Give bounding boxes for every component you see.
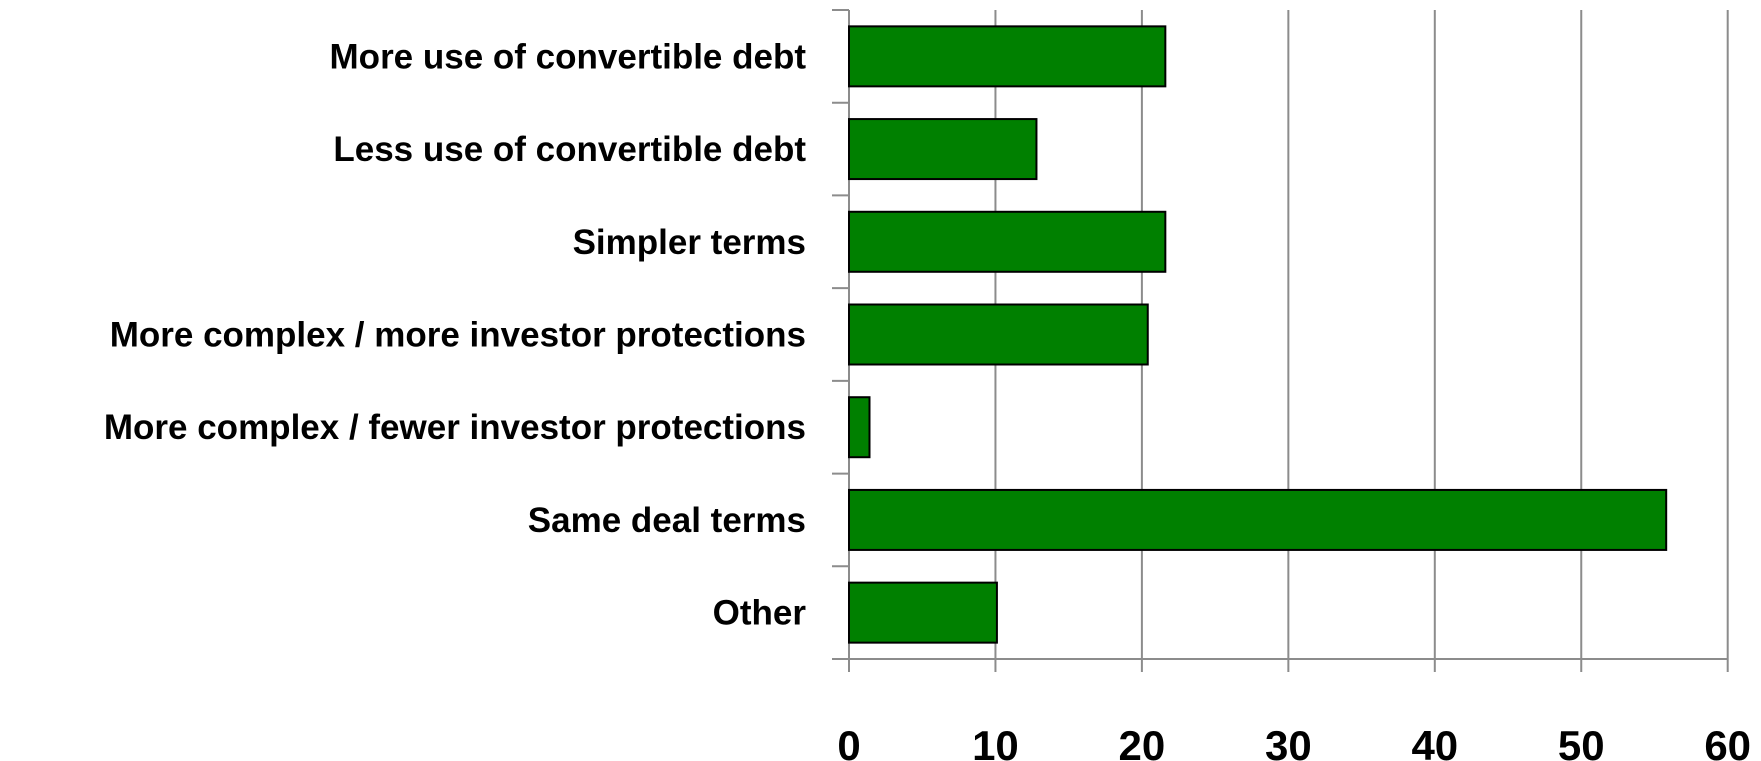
- x-tick-label: 50: [1558, 722, 1605, 761]
- x-tick-label: 10: [972, 722, 1019, 761]
- bar: [848, 581, 998, 644]
- category-label: More complex / more investor protections: [110, 316, 806, 355]
- bar: [848, 25, 1167, 88]
- category-label: Same deal terms: [528, 501, 806, 540]
- category-labels: More use of convertible debt Less use of …: [104, 37, 806, 632]
- bar: [848, 303, 1149, 366]
- category-label: Other: [713, 594, 807, 633]
- x-tick-label: 60: [1704, 722, 1751, 761]
- category-label: More use of convertible debt: [330, 37, 807, 76]
- category-label: Simpler terms: [573, 223, 806, 262]
- bar: [848, 118, 1038, 181]
- bar: [848, 488, 1668, 551]
- bars: [848, 25, 1668, 644]
- x-tick-label: 40: [1411, 722, 1458, 761]
- gridlines: [994, 10, 1729, 672]
- bar: [848, 210, 1167, 273]
- x-tick-label: 20: [1119, 722, 1166, 761]
- x-tick-label: 30: [1265, 722, 1312, 761]
- category-label: More complex / fewer investor protection…: [104, 408, 806, 447]
- bar: [848, 396, 871, 459]
- category-label: Less use of convertible debt: [333, 130, 806, 169]
- x-tick-label: 0: [837, 722, 860, 761]
- x-tick-labels: 0 10 20 30 40 50 60: [837, 722, 1751, 761]
